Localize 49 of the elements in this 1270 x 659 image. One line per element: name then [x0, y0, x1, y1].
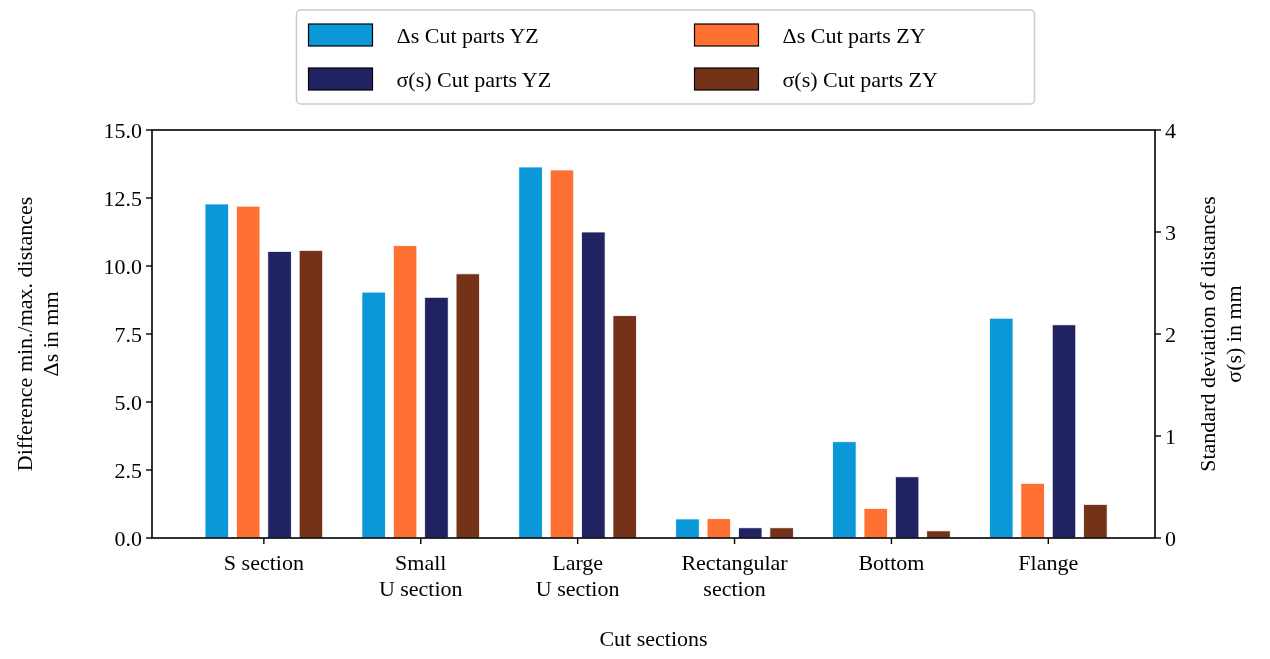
bar	[298, 249, 324, 539]
x-tick-label: Bottom	[858, 550, 925, 575]
x-tick-label: Small U section	[378, 550, 463, 601]
y-tick-label: 15.0	[103, 117, 142, 143]
bar	[1083, 503, 1108, 539]
bar	[706, 518, 732, 539]
bar	[204, 203, 229, 539]
bar	[361, 291, 386, 539]
bar	[392, 245, 418, 539]
legend-label: σ(s) Cut parts YZ	[396, 66, 552, 92]
y-axis-title: Difference min./max. distances Δs in mm	[12, 196, 63, 472]
x-tick-label: Flange	[1018, 550, 1079, 575]
bar	[1051, 324, 1077, 539]
x-tick-label: Rectangular section	[681, 550, 789, 601]
legend-label: Δs Cut parts YZ	[396, 22, 539, 48]
bar	[989, 317, 1014, 539]
bar	[769, 527, 794, 539]
y-tick-label: 12.5	[103, 185, 142, 211]
bar	[424, 296, 449, 539]
bar	[1020, 482, 1045, 539]
y2-axis-title: Standard deviation of distances σ(s) in mm	[1195, 196, 1246, 472]
bar	[581, 231, 606, 539]
y-tick-label: 2.5	[114, 457, 142, 483]
x-tick-label: Large U section	[535, 550, 620, 601]
bar	[518, 166, 543, 539]
bar	[549, 169, 575, 539]
y2-tick-label: 0	[1165, 525, 1176, 551]
x-tick-label: S section	[223, 550, 304, 575]
bar	[738, 527, 763, 539]
bar	[612, 315, 637, 539]
bar	[863, 507, 888, 539]
bar	[832, 441, 857, 539]
y-tick-label: 7.5	[114, 321, 142, 347]
bar	[455, 273, 480, 539]
bar	[267, 250, 292, 539]
legend-label: Δs Cut parts ZY	[782, 22, 926, 48]
y2-tick-label: 2	[1165, 321, 1176, 347]
x-axis-title: Cut sections	[599, 626, 708, 651]
bar	[926, 530, 951, 539]
bar	[894, 476, 920, 539]
y2-tick-label: 1	[1165, 423, 1176, 449]
y-tick-label: 10.0	[103, 253, 142, 279]
y2-tick-label: 4	[1165, 117, 1176, 143]
bar	[675, 518, 700, 539]
y2-tick-label: 3	[1165, 219, 1176, 245]
y-tick-label: 0.0	[114, 525, 142, 551]
bar	[236, 205, 261, 539]
y-tick-label: 5.0	[114, 389, 142, 415]
legend-label: σ(s) Cut parts ZY	[782, 66, 939, 92]
